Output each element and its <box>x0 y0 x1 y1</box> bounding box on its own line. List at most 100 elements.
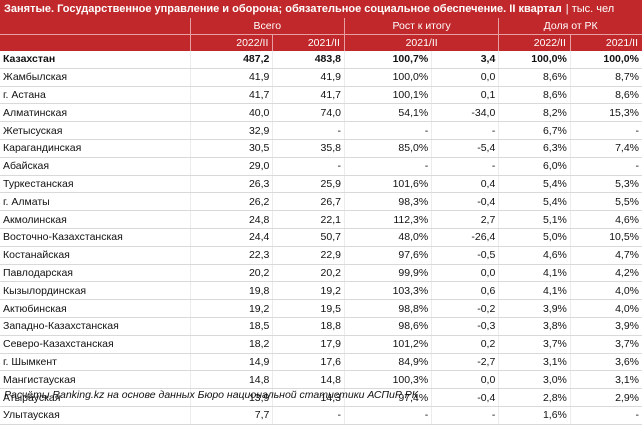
share-2022-cell: 3,7% <box>498 335 571 354</box>
share-2022-cell: 8,6% <box>498 68 571 87</box>
total-2021-cell: 14,8 <box>272 370 345 390</box>
growth-pct-cell: 48,0% <box>343 228 432 247</box>
total-2021-cell: 17,6 <box>272 353 345 372</box>
region-name-cell: Западно-Казахстанская <box>0 317 191 336</box>
share-2021-cell: 8,6% <box>569 86 642 105</box>
total-2022-cell: 24,8 <box>189 210 273 229</box>
share-2022-cell: 3,8% <box>498 317 571 336</box>
share-2022-cell: 3,9% <box>498 299 571 318</box>
growth-abs-cell: 0,0 <box>431 264 499 283</box>
share-2022-cell: 1,6% <box>498 406 571 425</box>
share-2022-cell: 5,0% <box>498 228 571 247</box>
total-2021-cell: 17,9 <box>272 335 345 354</box>
table-row: Карагандинская 30,5 35,8 85,0% -5,4 6,3% 7,4% <box>0 139 642 158</box>
table-row: Казахстан 487,2 483,8 100,7% 3,4 100,0% 100,0% <box>0 51 642 69</box>
table-row: Улытауская 7,7- - -1,6% - <box>0 406 642 425</box>
growth-abs-cell: -0,5 <box>431 246 499 265</box>
total-2022-cell: 14,9 <box>189 353 273 372</box>
table-title: Занятые. Государственное управление и об… <box>4 3 562 15</box>
share-2021-cell: 4,0% <box>569 281 642 301</box>
table-row: Кызылординская 19,8 19,2 103,3% 0,6 4,1% 4,0% <box>0 281 642 301</box>
table-row: Восточно-Казахстанская 24,4 50,7 48,0% -26,4… <box>0 228 642 247</box>
share-2021-cell: 15,3% <box>569 103 642 123</box>
total-2021-cell: 19,2 <box>272 281 345 301</box>
growth-pct-cell: - <box>343 406 432 425</box>
total-2022-cell: 32,9 <box>189 121 273 140</box>
share-2021-cell: 4,7% <box>569 246 642 265</box>
growth-abs-cell: -5,4 <box>431 139 499 158</box>
share-2022-cell: 2,8% <box>498 388 571 407</box>
region-name-cell: Мангистауская <box>0 370 191 390</box>
region-name-cell: Павлодарская <box>0 264 191 283</box>
region-name-cell: Жетысуская <box>0 121 191 140</box>
subheader-total-2022: 2022/II <box>189 34 273 51</box>
growth-abs-cell: - <box>431 406 499 425</box>
region-name-cell: Северо-Казахстанская <box>0 335 191 354</box>
growth-pct-cell: 99,9% <box>343 264 432 283</box>
source-note: Расчёты Ranking.kz на основе данных Бюро… <box>4 389 418 401</box>
table-row: Алматинская 40,0 74,0 54,1% -34,0 8,2% 15,3% <box>0 103 642 123</box>
total-2022-cell: 26,3 <box>189 175 273 194</box>
share-2021-cell: 3,9% <box>569 317 642 336</box>
header-total: Всего <box>189 18 345 35</box>
total-2022-cell: 30,5 <box>189 139 273 158</box>
share-2022-cell: 4,1% <box>498 264 571 283</box>
table-row: г. Шымкент 14,9 17,6 84,9% -2,7 3,1% 3,6% <box>0 353 642 372</box>
growth-abs-cell: -0,2 <box>431 299 499 318</box>
share-2022-cell: 4,6% <box>498 246 571 265</box>
share-2022-cell: 6,3% <box>498 139 571 158</box>
header-share: Доля от РК <box>498 18 642 35</box>
share-2022-cell: 8,2% <box>498 103 571 123</box>
region-name-cell: Актюбинская <box>0 299 191 318</box>
growth-pct-cell: 84,9% <box>343 353 432 372</box>
total-2022-cell: 29,0 <box>189 157 273 176</box>
total-2022-cell: 20,2 <box>189 264 273 283</box>
table-body: Казахстан 487,2 483,8 100,7% 3,4 100,0% 100,0%… <box>0 51 642 425</box>
growth-pct-cell: 54,1% <box>343 103 432 123</box>
growth-pct-cell: - <box>343 121 432 140</box>
growth-pct-cell: 103,3% <box>343 281 432 301</box>
growth-abs-cell: 0,0 <box>431 68 499 87</box>
total-2022-cell: 41,7 <box>189 86 273 105</box>
header-growth: Рост к итогу <box>343 18 499 35</box>
growth-pct-cell: 100,0% <box>343 68 432 87</box>
growth-abs-cell: 0,4 <box>431 175 499 194</box>
region-name-cell: Акмолинская <box>0 210 191 229</box>
total-2021-cell: 483,8 <box>272 51 345 69</box>
region-name-cell: г. Шымкент <box>0 353 191 372</box>
region-name-cell: Абайская <box>0 157 191 176</box>
region-name-cell: Карагандинская <box>0 139 191 158</box>
table-row: Жамбылская 41,9 41,9 100,0% 0,0 8,6% 8,7% <box>0 68 642 87</box>
region-name-cell: Жамбылская <box>0 68 191 87</box>
share-2021-cell: 10,5% <box>569 228 642 247</box>
growth-abs-cell: 0,1 <box>431 86 499 105</box>
table-row: Атырауская 13,9 14,3 97,4% -0,4 2,8% 2,9% <box>0 388 642 407</box>
total-2022-cell: 18,5 <box>189 317 273 336</box>
table-row: Мангистауская 14,8 14,8 100,3% 0,0 3,0% 3,1% <box>0 370 642 390</box>
total-2021-cell: 26,7 <box>272 192 345 212</box>
growth-abs-cell: 0,6 <box>431 281 499 301</box>
total-2021-cell: 35,8 <box>272 139 345 158</box>
total-2022-cell: 14,8 <box>189 370 273 390</box>
table-row: Костанайская 22,3 22,9 97,6% -0,5 4,6% 4,7% <box>0 246 642 265</box>
subheader-share-2021: 2021/II <box>569 34 642 51</box>
table-row: Западно-Казахстанская 18,5 18,8 98,6% -0,3 3,… <box>0 317 642 336</box>
growth-abs-cell: -0,4 <box>431 192 499 212</box>
growth-abs-cell: 3,4 <box>431 51 499 69</box>
region-name-cell: Костанайская <box>0 246 191 265</box>
region-name-cell: Восточно-Казахстанская <box>0 228 191 247</box>
total-2022-cell: 7,7 <box>189 406 273 425</box>
share-2022-cell: 4,1% <box>498 281 571 301</box>
growth-pct-cell: 101,2% <box>343 335 432 354</box>
share-2021-cell: - <box>569 157 642 176</box>
region-name-cell: Кызылординская <box>0 281 191 301</box>
subheader-share-2022: 2022/II <box>498 34 571 51</box>
share-2022-cell: 5,4% <box>498 175 571 194</box>
table-row: г. Алматы 26,2 26,7 98,3% -0,4 5,4% 5,5% <box>0 192 642 212</box>
growth-pct-cell: 98,8% <box>343 299 432 318</box>
total-2022-cell: 19,2 <box>189 299 273 318</box>
region-name-cell: Улытауская <box>0 406 191 425</box>
share-2021-cell: 7,4% <box>569 139 642 158</box>
total-2022-cell: 40,0 <box>189 103 273 123</box>
growth-pct-cell: 100,3% <box>343 370 432 390</box>
